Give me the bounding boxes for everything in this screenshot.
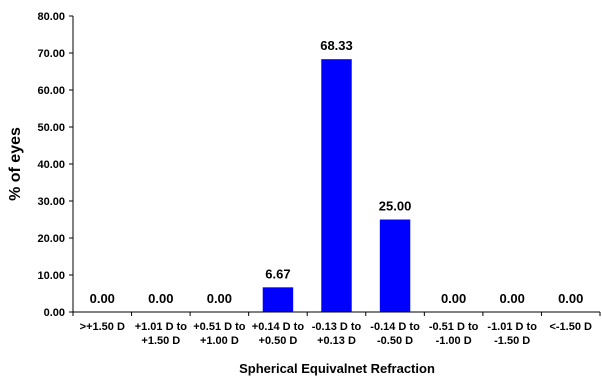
x-tick-label: +0.14 D to: [252, 321, 305, 333]
bar: [379, 219, 411, 312]
y-tick-label: 20.00: [37, 233, 65, 245]
x-tick-label: +0.50 D: [259, 335, 298, 347]
y-axis-ticks: 0.00 10.00 20.00 30.00 40.00 50.00 60.00 70.00 8…: [37, 11, 73, 319]
bar: [321, 59, 352, 312]
y-tick-label: 30.00: [37, 196, 65, 208]
x-tick-label: +0.13 D: [317, 335, 356, 347]
x-tick-label: -1.00 D: [436, 335, 472, 347]
y-tick-label: 70.00: [37, 48, 65, 60]
x-tick-label: +0.51 D to: [193, 321, 246, 333]
x-tick-label: -0.50 D: [377, 335, 413, 347]
y-tick-label: 60.00: [37, 85, 65, 97]
data-label: 0.00: [441, 291, 466, 306]
bars: [262, 59, 411, 312]
x-axis-title: Spherical Equivalnet Refraction: [239, 361, 435, 376]
y-tick-label: 50.00: [37, 122, 65, 134]
x-tick-label: -1.01 D to: [487, 321, 537, 333]
data-label: 0.00: [558, 291, 583, 306]
data-labels: 0.00 0.00 0.00 6.67 68.33 25.00 0.00 0.00 0.00: [90, 38, 584, 306]
x-tick-label: -1.50 D: [494, 335, 530, 347]
x-tick-label: -0.14 D to: [370, 321, 420, 333]
x-tick-label: +1.50 D: [141, 335, 180, 347]
bar: [262, 287, 294, 312]
x-tick-label: -0.51 D to: [429, 321, 479, 333]
x-tick-label: <-1.50 D: [549, 321, 592, 333]
y-tick-label: 80.00: [37, 11, 65, 23]
data-label: 0.00: [90, 291, 115, 306]
data-label: 25.00: [379, 199, 412, 214]
y-tick-label: 0.00: [44, 307, 65, 319]
x-tick-label: -0.13 D to: [312, 321, 362, 333]
x-tick-label: +1.01 D to: [135, 321, 188, 333]
data-label: 0.00: [148, 291, 173, 306]
data-label: 68.33: [320, 38, 353, 53]
y-tick-label: 40.00: [37, 159, 65, 171]
data-label: 6.67: [265, 266, 290, 281]
x-tick-label: >+1.50 D: [80, 321, 125, 333]
x-tick-label: +1.00 D: [200, 335, 239, 347]
data-label: 0.00: [500, 291, 525, 306]
y-tick-label: 10.00: [37, 270, 65, 282]
y-axis-title: % of eyes: [7, 127, 24, 201]
data-label: 0.00: [207, 291, 232, 306]
x-axis-ticks: >+1.50 D +1.01 D to +1.50 D +0.51 D to +1.00…: [72, 312, 601, 347]
